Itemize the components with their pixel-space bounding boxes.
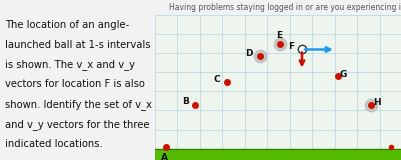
Text: B: B xyxy=(181,97,188,106)
Text: C: C xyxy=(213,75,219,84)
Text: indicated locations.: indicated locations. xyxy=(5,139,102,149)
Text: A: A xyxy=(161,153,168,160)
Text: F: F xyxy=(287,42,293,51)
Text: shown. Identify the set of v_x: shown. Identify the set of v_x xyxy=(5,100,151,110)
Text: and v_y vectors for the three: and v_y vectors for the three xyxy=(5,120,149,130)
Text: H: H xyxy=(372,98,380,107)
Text: G: G xyxy=(339,70,346,79)
Text: The location of an angle-: The location of an angle- xyxy=(5,20,129,30)
Text: launched ball at 1-s intervals: launched ball at 1-s intervals xyxy=(5,40,150,50)
Text: Having problems staying logged in or are you experiencing issues?  Please  click: Having problems staying logged in or are… xyxy=(168,3,401,12)
Text: E: E xyxy=(276,31,282,40)
Text: is shown. The v_x and v_y: is shown. The v_x and v_y xyxy=(5,60,134,70)
Text: D: D xyxy=(245,49,252,58)
Text: vectors for location F is also: vectors for location F is also xyxy=(5,80,144,89)
